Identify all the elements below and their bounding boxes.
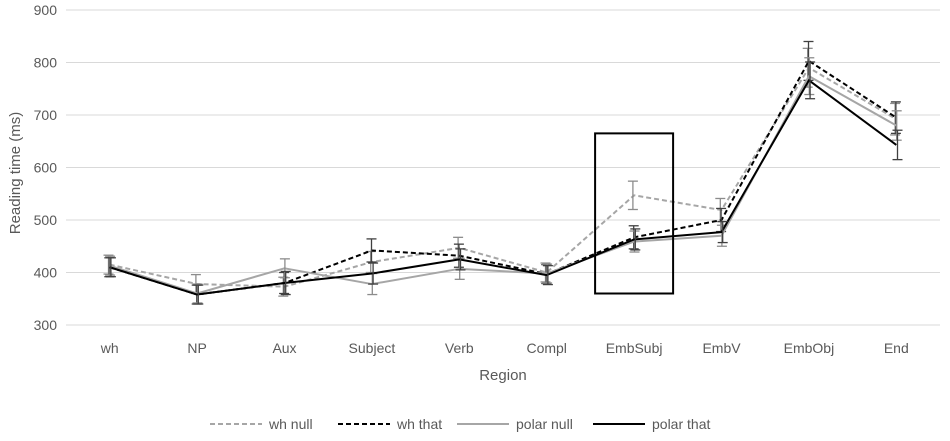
x-tick-label: EmbObj [784, 340, 835, 356]
y-axis-title: Reading time (ms) [7, 112, 24, 235]
series-line [109, 79, 897, 296]
plot-series [103, 40, 903, 305]
legend-label: wh null [268, 416, 313, 432]
y-tick-label: 900 [34, 2, 58, 18]
error-bar [368, 262, 379, 285]
y-tick-label: 700 [34, 107, 58, 123]
legend-label: polar that [652, 416, 710, 432]
x-tick-label: End [884, 340, 909, 356]
series-line [109, 59, 897, 296]
error-bar [542, 263, 553, 284]
legend-item: wh null [210, 416, 313, 432]
legend-item: wh that [338, 416, 442, 432]
series-polar-null [105, 57, 902, 304]
error-bar [366, 238, 377, 263]
y-axis-ticks: 300 400 500 600 700 800 900 [34, 2, 58, 333]
error-bar [890, 101, 901, 135]
x-tick-label: wh [100, 340, 119, 356]
error-bar [715, 197, 726, 223]
error-bar [454, 257, 465, 280]
y-tick-label: 300 [34, 317, 58, 333]
error-bar [279, 258, 290, 279]
x-tick-label: Aux [272, 340, 296, 356]
legend-item: polar that [593, 416, 710, 432]
legend: wh null wh that polar null polar that [210, 416, 710, 432]
annotation [594, 132, 675, 295]
y-tick-label: 600 [34, 160, 58, 176]
y-tick-label: 500 [34, 212, 58, 228]
x-axis-ticks: wh NP Aux Subject Verb Compl EmbSubj EmbV EmbObj… [100, 340, 909, 356]
error-bar [453, 243, 464, 268]
series-wh-that [104, 40, 901, 305]
error-bar [455, 248, 466, 271]
x-tick-label: Verb [445, 340, 474, 356]
y-tick-label: 800 [34, 55, 58, 71]
error-bar [105, 257, 116, 278]
x-tick-label: Compl [526, 340, 566, 356]
error-bar [105, 255, 116, 276]
legend-label: polar null [516, 416, 573, 432]
series-polar-that [105, 61, 903, 305]
x-axis-title: Region [479, 367, 527, 384]
legend-item: polar null [457, 416, 573, 432]
series-wh-null [103, 47, 901, 297]
error-bar [891, 110, 902, 141]
x-tick-label: EmbV [702, 340, 741, 356]
error-bar [628, 225, 639, 250]
y-tick-label: 400 [34, 265, 58, 281]
error-bar [629, 230, 640, 253]
x-tick-label: NP [187, 340, 206, 356]
gridlines [66, 9, 940, 326]
x-tick-label: Subject [349, 340, 396, 356]
error-bar [280, 270, 291, 296]
error-bar [805, 61, 816, 100]
error-bar [892, 129, 903, 161]
x-tick-label: EmbSubj [606, 340, 663, 356]
error-bar [804, 57, 815, 96]
highlight-box [594, 132, 675, 295]
error-bar [630, 228, 641, 251]
error-bar [717, 220, 728, 244]
error-bar [627, 180, 638, 211]
error-bar [542, 265, 553, 286]
legend-label: wh that [396, 416, 442, 432]
series-line [109, 66, 897, 288]
error-bar [193, 284, 204, 305]
